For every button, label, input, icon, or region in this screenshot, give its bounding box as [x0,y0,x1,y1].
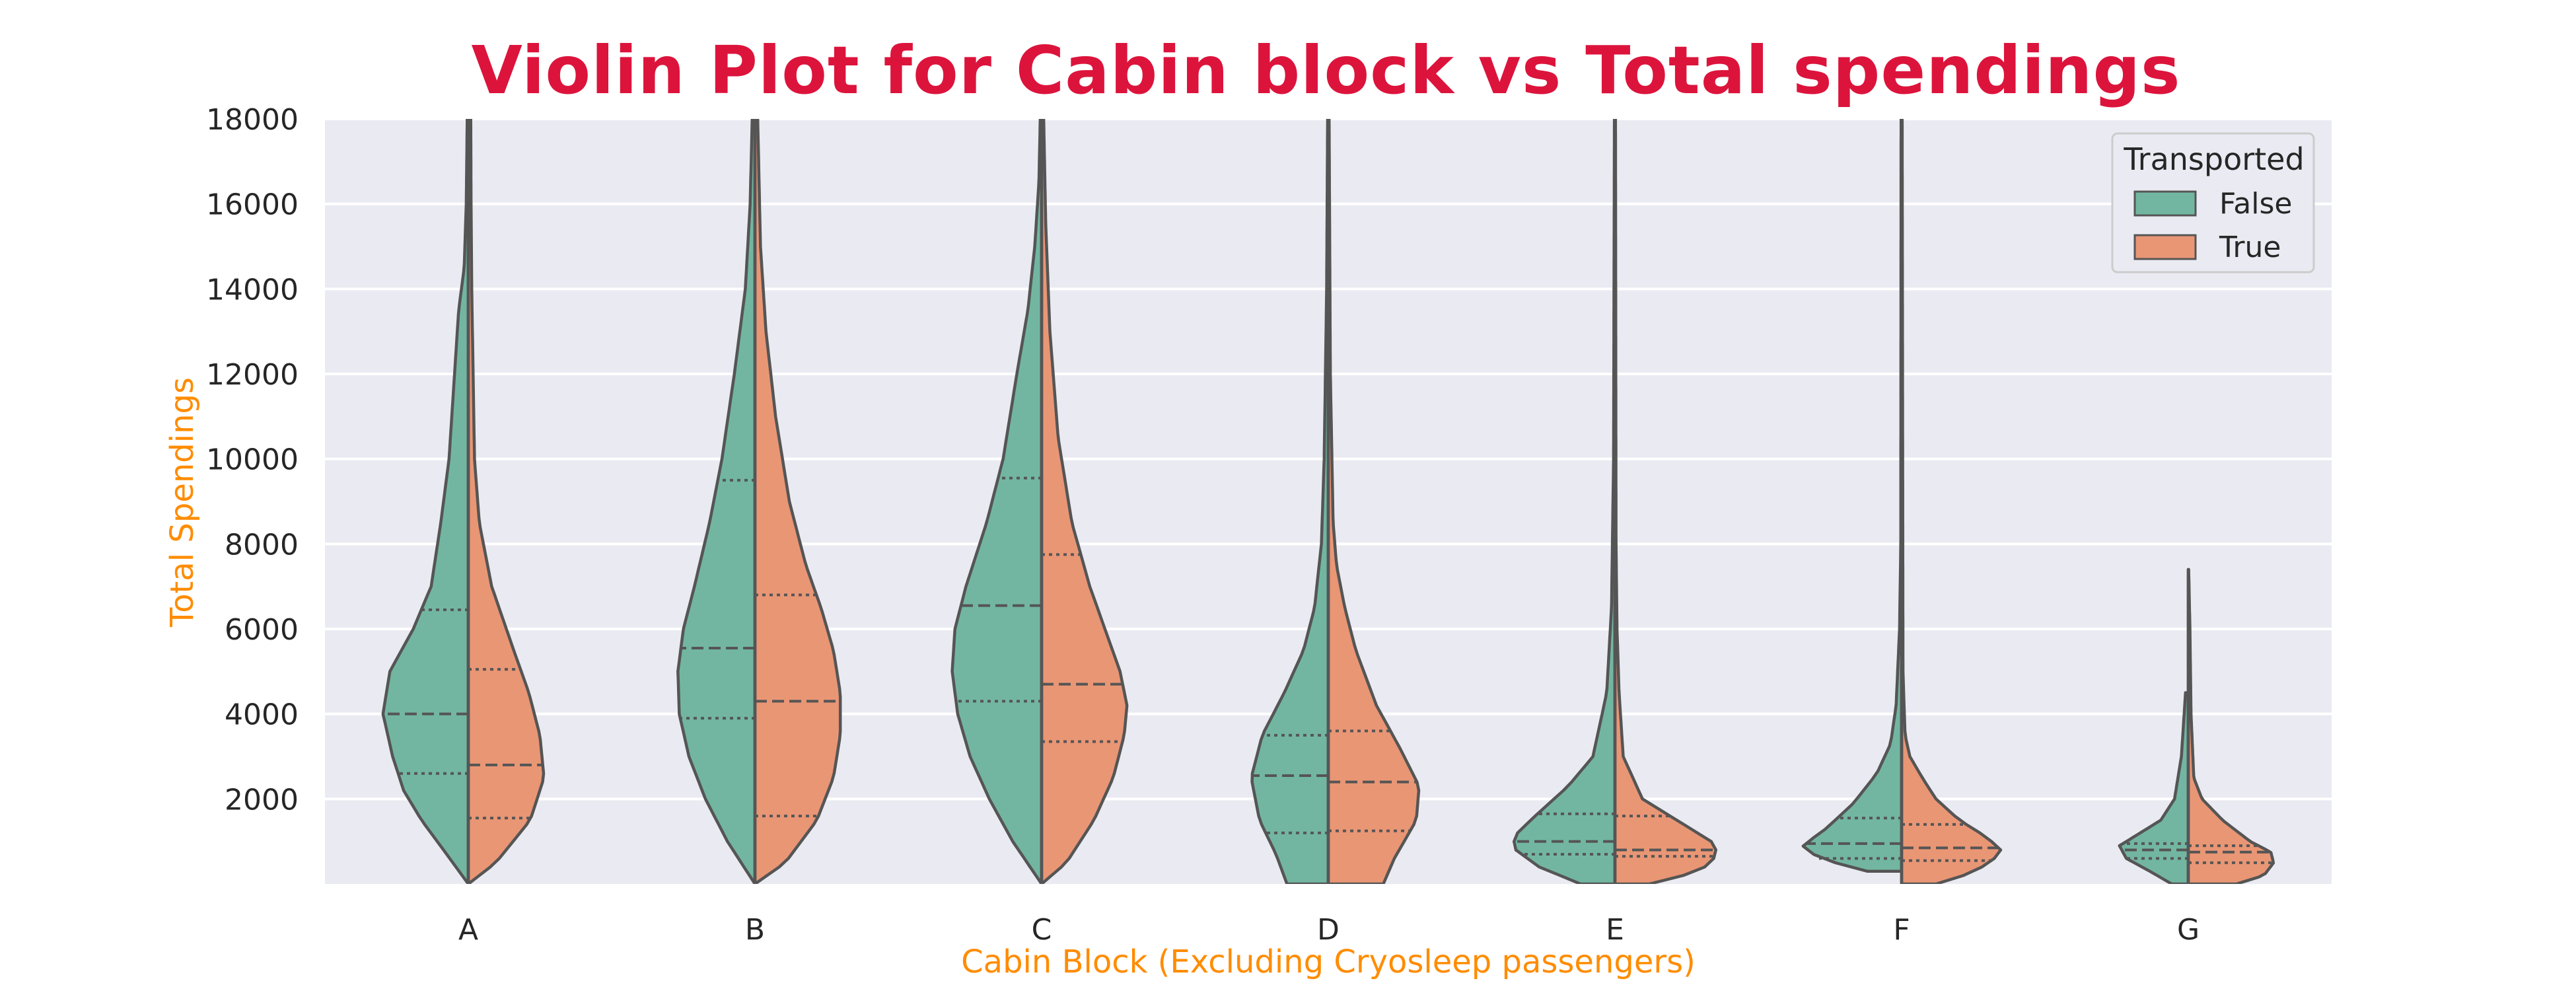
violin-half-B-true [753,119,842,884]
y-tick-label: 6000 [225,613,299,647]
legend-swatch-false [2133,190,2197,217]
chart-title: Violin Plot for Cabin block vs Total spe… [471,32,2181,109]
y-tick-label: 18000 [206,103,299,137]
x-tick-label: A [458,913,478,947]
y-tick-label: 14000 [206,273,299,307]
legend-title: Transported [2123,141,2304,177]
y-tick-label: 8000 [225,528,299,562]
violin-half-G-false [2118,691,2190,884]
x-axis-label: Cabin Block (Excluding Cryosleep passeng… [961,943,1696,980]
y-tick-label: 4000 [225,698,299,732]
x-tick-label: F [1893,913,1910,947]
violin-half-B-false [676,119,757,884]
violin-half-C-false [950,119,1044,884]
violins [381,119,2275,884]
x-tick-label: E [1606,913,1624,947]
y-tick-label: 10000 [206,443,299,477]
x-tick-label: D [1317,913,1340,947]
y-tick-label: 16000 [206,188,299,222]
violin-half-C-true [1040,119,1129,884]
y-tick-label: 12000 [206,358,299,392]
y-axis-label: Total Spendings [164,377,201,628]
violin-half-A-true [466,119,546,884]
legend: Transported False True [2111,132,2315,274]
violin-half-A-false [381,119,470,884]
legend-label-false: False [2219,187,2292,221]
y-tick-labels: 2000 4000 6000 8000 10000 12000 14000 16000 1800… [206,103,299,817]
x-tick-label: G [2177,913,2200,947]
y-tick-label: 2000 [225,783,299,817]
legend-swatch-true [2133,234,2197,260]
x-tick-labels: A B C D E F G [458,913,2200,947]
legend-label-true: True [2219,231,2281,264]
x-tick-label: C [1032,913,1052,947]
x-tick-label: B [745,913,765,947]
